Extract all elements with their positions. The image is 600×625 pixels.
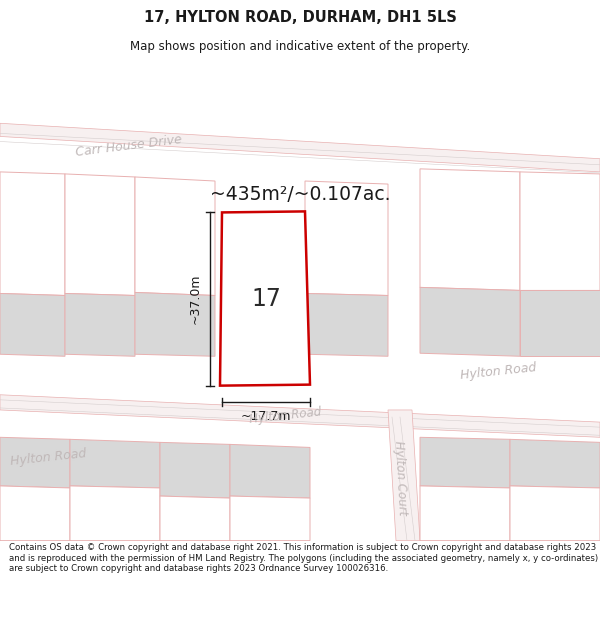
- Polygon shape: [0, 438, 70, 488]
- Polygon shape: [305, 294, 388, 356]
- Polygon shape: [160, 496, 230, 541]
- Polygon shape: [220, 211, 310, 386]
- Text: Map shows position and indicative extent of the property.: Map shows position and indicative extent…: [130, 41, 470, 53]
- Polygon shape: [0, 395, 600, 438]
- Text: Hylton Court: Hylton Court: [392, 440, 409, 516]
- Text: ~435m²/~0.107ac.: ~435m²/~0.107ac.: [210, 184, 390, 204]
- Polygon shape: [388, 410, 420, 541]
- Polygon shape: [510, 486, 600, 541]
- Text: 17: 17: [251, 287, 281, 311]
- Polygon shape: [0, 486, 70, 541]
- Text: Carr House Drive: Carr House Drive: [75, 132, 183, 159]
- Polygon shape: [520, 291, 600, 356]
- Polygon shape: [65, 294, 135, 356]
- Text: Contains OS data © Crown copyright and database right 2021. This information is : Contains OS data © Crown copyright and d…: [9, 543, 598, 573]
- Polygon shape: [305, 181, 388, 296]
- Polygon shape: [420, 486, 510, 541]
- Polygon shape: [520, 172, 600, 291]
- Text: ~37.0m: ~37.0m: [189, 274, 202, 324]
- Polygon shape: [70, 486, 160, 541]
- Polygon shape: [230, 444, 310, 498]
- Polygon shape: [0, 172, 65, 296]
- Text: ~17.7m: ~17.7m: [241, 410, 291, 423]
- Polygon shape: [420, 169, 520, 291]
- Text: Hylton Road: Hylton Road: [460, 361, 538, 382]
- Polygon shape: [0, 123, 600, 172]
- Polygon shape: [230, 496, 310, 541]
- Polygon shape: [160, 442, 230, 498]
- Polygon shape: [65, 174, 135, 296]
- Polygon shape: [70, 439, 160, 488]
- Polygon shape: [135, 292, 215, 356]
- Polygon shape: [135, 177, 215, 296]
- Polygon shape: [0, 294, 65, 356]
- Text: Hylton Road: Hylton Road: [10, 447, 88, 468]
- Text: Hylton Road: Hylton Road: [248, 406, 322, 426]
- Polygon shape: [420, 288, 520, 356]
- Polygon shape: [420, 438, 510, 488]
- Text: 17, HYLTON ROAD, DURHAM, DH1 5LS: 17, HYLTON ROAD, DURHAM, DH1 5LS: [143, 10, 457, 25]
- Polygon shape: [510, 439, 600, 488]
